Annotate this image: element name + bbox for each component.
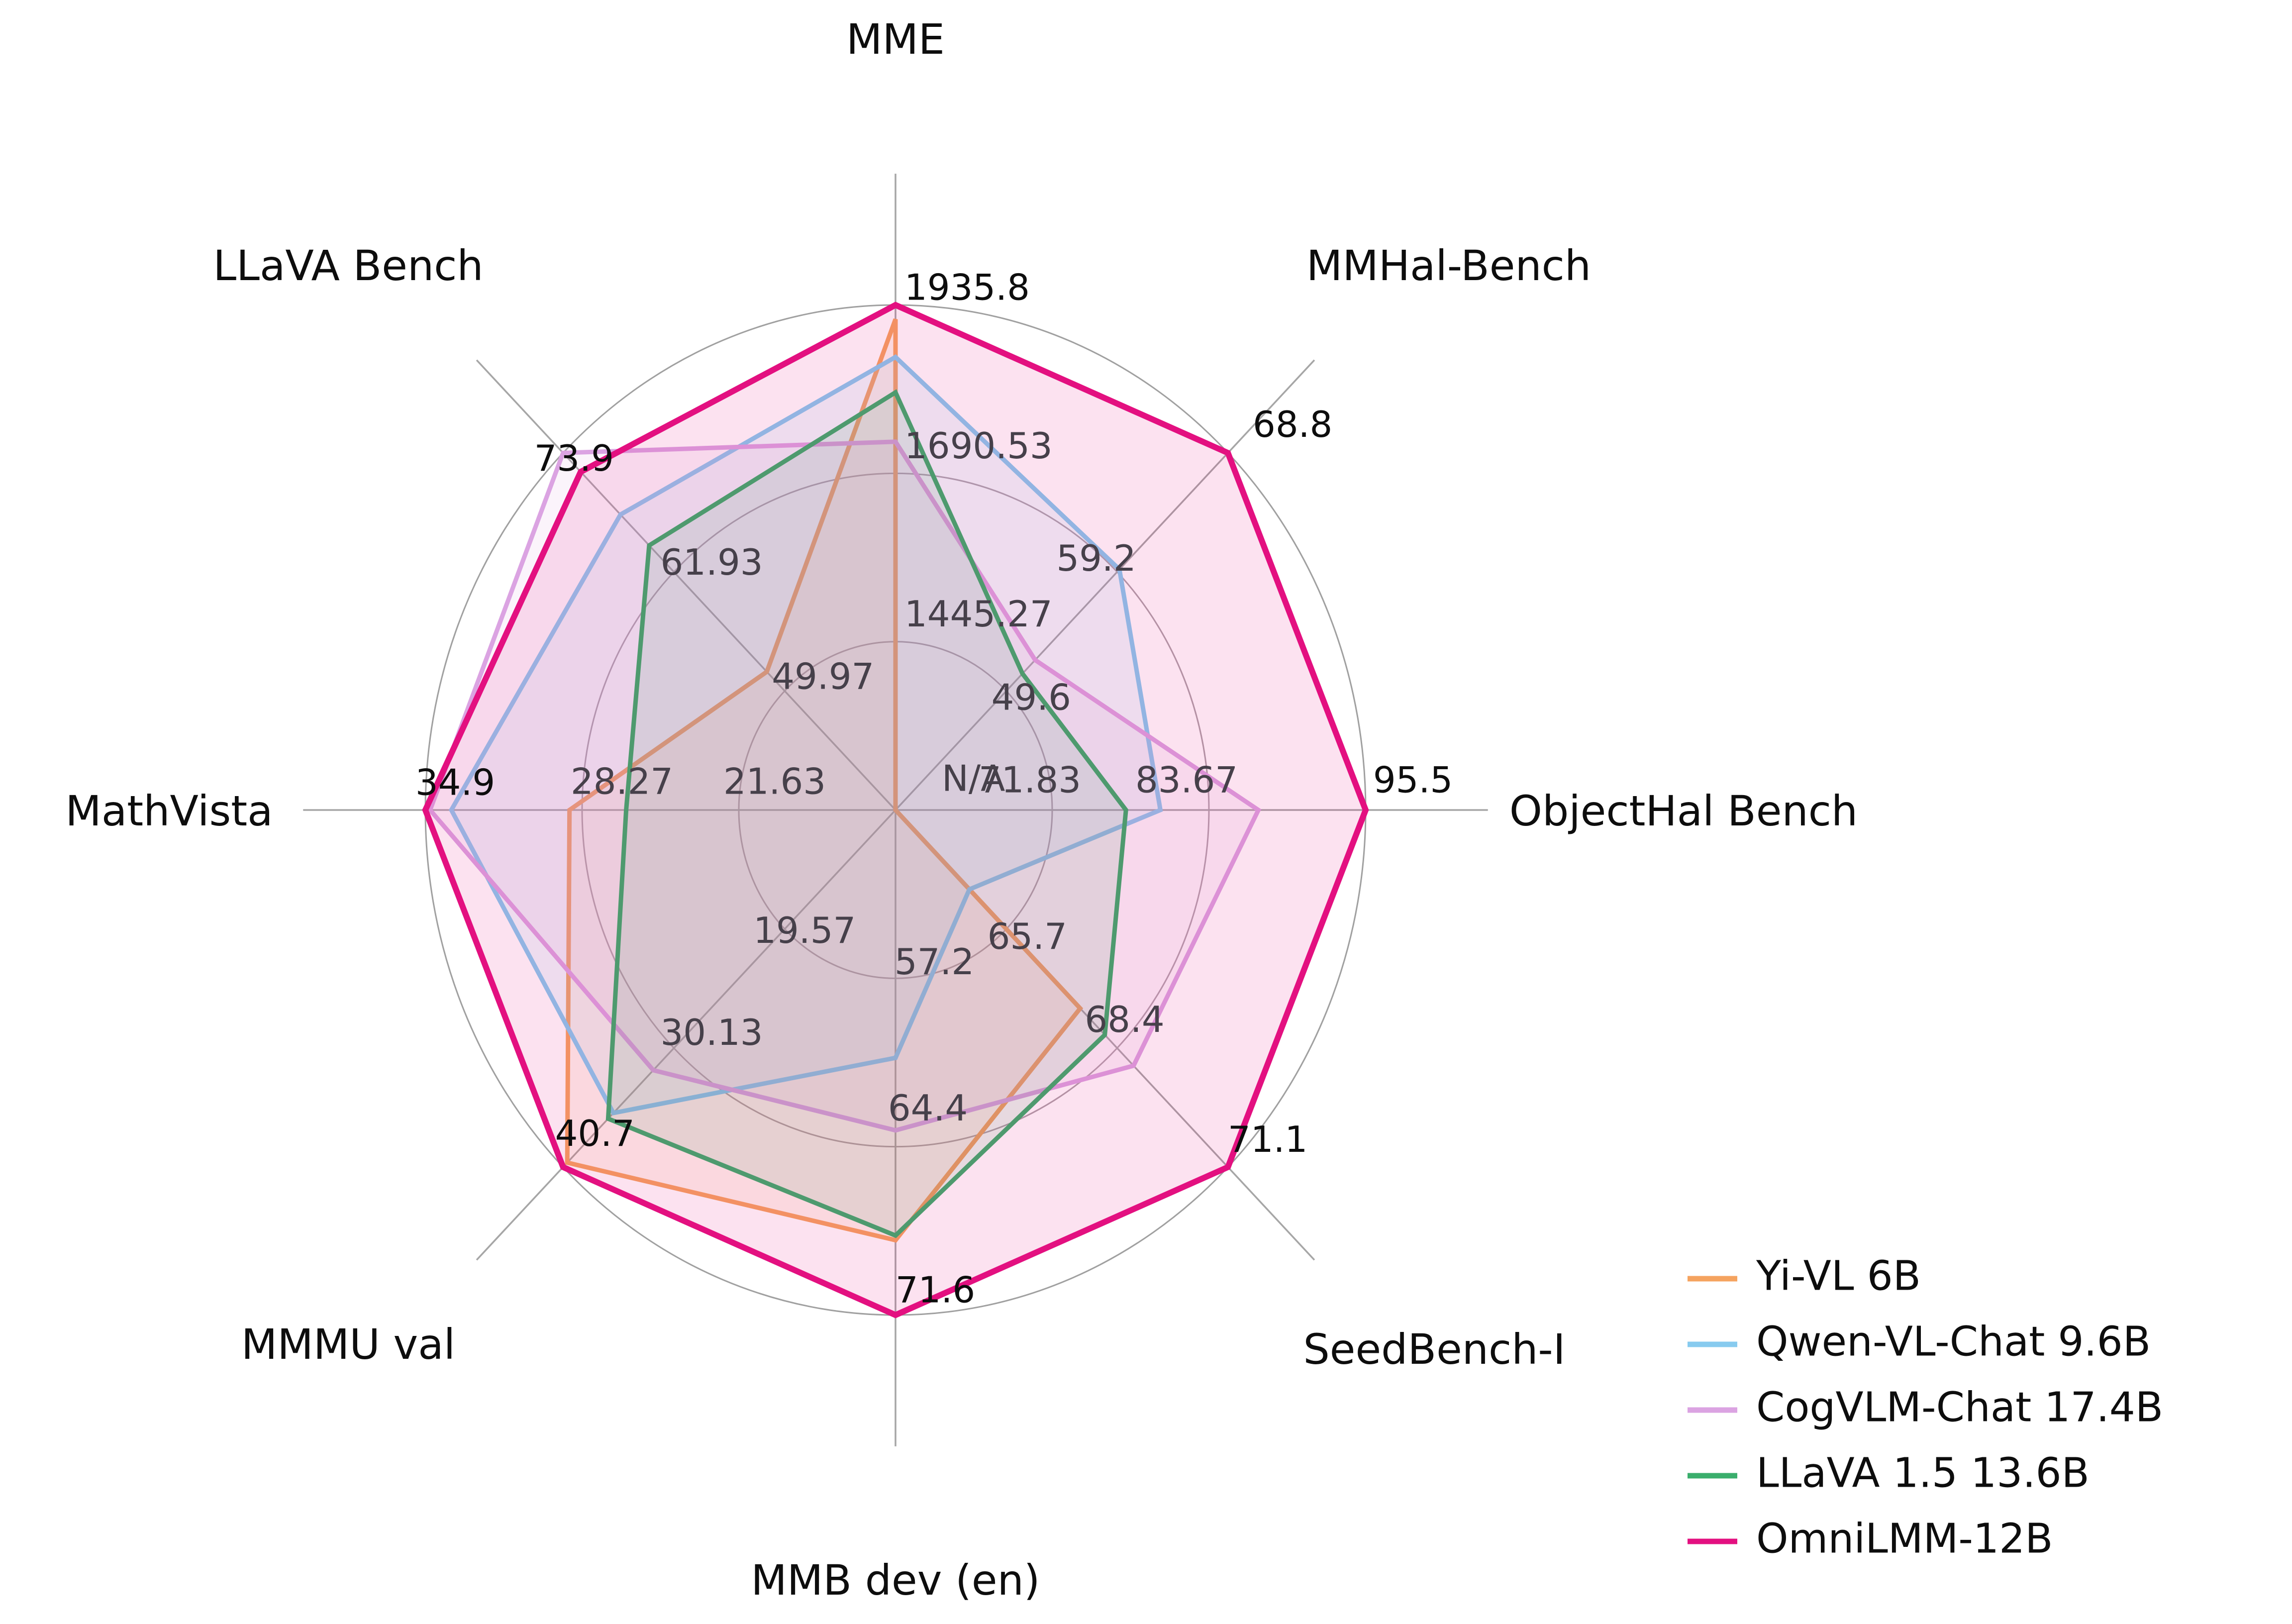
legend-item-label: Qwen-VL-Chat 9.6B <box>1756 1318 2151 1365</box>
axis-title: SeedBench-I <box>1303 1325 1565 1374</box>
ring-label: 61.93 <box>660 541 763 583</box>
ring-label: 65.7 <box>988 915 1067 957</box>
series-fill-1 <box>567 319 1081 1240</box>
series-line-2 <box>449 354 1163 1116</box>
ring-label: 40.7 <box>555 1113 635 1154</box>
legend-item-label: LLaVA 1.5 13.6B <box>1756 1449 2090 1497</box>
ring-label: 95.5 <box>1373 759 1453 801</box>
series-line-1 <box>565 318 1084 1243</box>
ring-label: 1935.8 <box>904 267 1030 308</box>
axis-title: MathVista <box>65 787 273 835</box>
series-fill-5 <box>425 305 1366 1315</box>
series-fill-2 <box>451 357 1161 1113</box>
axis-title: ObjectHal Bench <box>1509 787 1858 835</box>
legend-item-label: Yi-VL 6B <box>1756 1252 1921 1300</box>
ring-label: 68.8 <box>1253 404 1332 445</box>
ring-label: 73.9 <box>534 437 614 479</box>
axis-title: LLaVA Bench <box>213 241 483 290</box>
ring-label: 30.13 <box>660 1012 763 1053</box>
ring-label: 64.4 <box>888 1087 968 1129</box>
ring-label: 83.67 <box>1135 759 1238 801</box>
ring-label: 19.57 <box>753 910 856 951</box>
series-fill-3 <box>430 441 1259 1130</box>
axis-title: MMHal-Bench <box>1306 241 1591 290</box>
axis-title: MME <box>846 15 945 64</box>
legend-item-label: OmniLMM-12B <box>1756 1515 2053 1562</box>
axis-title: MMMU val <box>241 1320 455 1369</box>
ring-label: 28.27 <box>571 761 673 803</box>
ring-label: 49.97 <box>772 655 874 697</box>
ring-label: 34.9 <box>415 762 495 804</box>
ring-label: 68.4 <box>1085 999 1164 1040</box>
series-line-3 <box>427 439 1262 1133</box>
axis-spoke <box>476 359 897 811</box>
series-fill-4 <box>608 392 1126 1236</box>
ring-label: 21.63 <box>723 761 826 803</box>
ring-label: 71.83 <box>979 759 1081 801</box>
ring-label: 1445.27 <box>904 593 1053 635</box>
legend-item-label: CogVLM-Chat 17.4B <box>1756 1384 2163 1431</box>
axis-spoke <box>895 359 1315 811</box>
ring-label: 71.6 <box>896 1269 975 1311</box>
ring-label: 71.1 <box>1228 1118 1307 1160</box>
series-line-4 <box>605 389 1128 1238</box>
na-label: N/A <box>942 758 1005 800</box>
ring-label: 49.6 <box>992 676 1071 718</box>
axis-spoke <box>476 809 897 1261</box>
axis-title: MMB dev (en) <box>751 1556 1040 1605</box>
series-line-5 <box>422 302 1369 1319</box>
ring-label: 59.2 <box>1056 537 1136 579</box>
ring-label: 57.2 <box>895 941 974 983</box>
ring-label: 1690.53 <box>904 425 1053 467</box>
